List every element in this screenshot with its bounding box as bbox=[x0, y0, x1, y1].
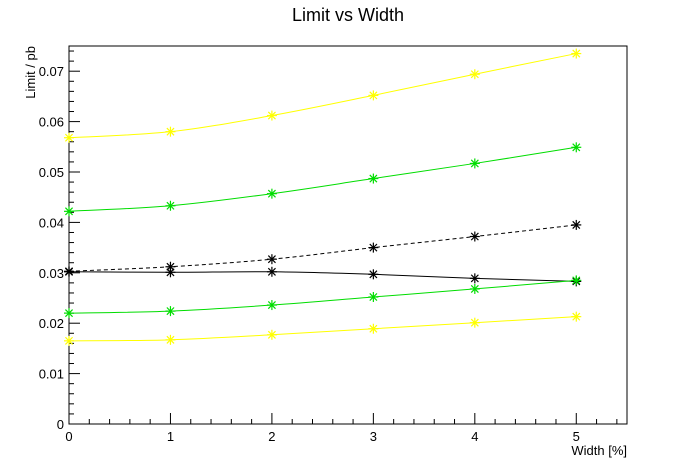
plot-frame bbox=[68, 45, 628, 425]
data-point-marker bbox=[165, 306, 176, 317]
y-tick-label: 0.04 bbox=[39, 215, 64, 230]
data-point-marker bbox=[64, 206, 74, 217]
y-tick-label: 0.01 bbox=[39, 367, 64, 382]
data-point-marker bbox=[165, 267, 176, 278]
data-point-marker bbox=[64, 266, 74, 277]
data-point-marker bbox=[368, 323, 379, 334]
data-point-marker bbox=[165, 334, 176, 345]
y-tick-label: 0.02 bbox=[39, 316, 64, 331]
data-point-marker bbox=[64, 132, 74, 143]
data-point-marker bbox=[469, 283, 480, 294]
data-point-marker bbox=[368, 90, 379, 101]
data-point-marker bbox=[64, 308, 74, 319]
data-point-marker bbox=[368, 173, 379, 184]
x-tick-label: 2 bbox=[268, 429, 275, 444]
data-point-marker bbox=[266, 254, 277, 265]
data-point-marker bbox=[469, 158, 480, 169]
data-point-marker bbox=[64, 335, 74, 346]
data-point-marker bbox=[368, 269, 379, 280]
y-tick-label: 0.07 bbox=[39, 64, 64, 79]
x-tick-label: 5 bbox=[573, 429, 580, 444]
series-line bbox=[68, 224, 577, 272]
data-point-marker bbox=[266, 188, 277, 199]
data-point-marker bbox=[571, 48, 582, 59]
y-tick-label: 0.06 bbox=[39, 115, 64, 130]
data-point-marker bbox=[571, 275, 582, 286]
x-tick-label: 3 bbox=[370, 429, 377, 444]
data-point-marker bbox=[266, 110, 277, 121]
series-markers bbox=[64, 48, 582, 346]
y-tick-label: 0 bbox=[57, 417, 64, 432]
x-axis-title: Width [%] bbox=[571, 443, 627, 458]
data-point-marker bbox=[266, 300, 277, 311]
data-point-marker bbox=[571, 219, 582, 230]
data-point-marker bbox=[165, 200, 176, 211]
series-line bbox=[68, 271, 577, 282]
data-point-marker bbox=[469, 317, 480, 328]
data-point-marker bbox=[368, 242, 379, 253]
series-line bbox=[68, 53, 577, 139]
x-tick-label: 1 bbox=[167, 429, 174, 444]
tick-labels: 0 1 2 3 4 5 0 0.01 0.02 0.03 0.04 0.05 0.06 0.07 bbox=[39, 64, 580, 444]
x-tick-label: 4 bbox=[471, 429, 478, 444]
y-tick-label: 0.03 bbox=[39, 266, 64, 281]
data-point-marker bbox=[469, 231, 480, 242]
series-line bbox=[68, 146, 577, 212]
y-tick-label: 0.05 bbox=[39, 165, 64, 180]
data-point-marker bbox=[266, 329, 277, 340]
data-point-marker bbox=[571, 142, 582, 153]
data-point-marker bbox=[469, 273, 480, 284]
data-point-marker bbox=[266, 266, 277, 277]
x-tick-label: 0 bbox=[65, 429, 72, 444]
data-point-marker bbox=[469, 69, 480, 80]
series-lines bbox=[68, 53, 577, 342]
series-line bbox=[68, 316, 577, 342]
axis-ticks bbox=[68, 50, 618, 425]
chart-title: Limit vs Width bbox=[291, 5, 405, 25]
y-axis-title: Limit / pb bbox=[23, 46, 38, 99]
data-point-marker bbox=[368, 291, 379, 302]
data-point-marker bbox=[571, 311, 582, 322]
series-line bbox=[68, 279, 577, 314]
data-point-marker bbox=[165, 126, 176, 137]
